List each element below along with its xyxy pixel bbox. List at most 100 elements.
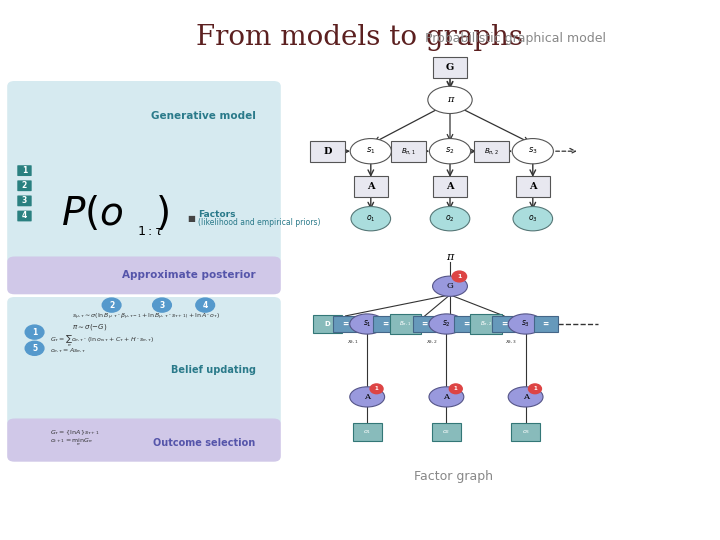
FancyBboxPatch shape — [333, 316, 358, 332]
Text: $s_{2}$: $s_{2}$ — [442, 319, 451, 329]
FancyBboxPatch shape — [470, 314, 502, 334]
Text: $o_3$: $o_3$ — [528, 213, 538, 224]
Ellipse shape — [350, 314, 384, 334]
Text: From models to graphs: From models to graphs — [197, 24, 523, 51]
Ellipse shape — [508, 387, 543, 407]
Text: G: G — [446, 282, 454, 290]
Text: =: = — [422, 320, 428, 328]
Text: =: = — [343, 320, 348, 328]
Text: $s_{3}$: $s_{3}$ — [521, 319, 530, 329]
Text: $P(o$: $P(o$ — [61, 194, 124, 233]
FancyBboxPatch shape — [7, 159, 281, 265]
FancyBboxPatch shape — [313, 315, 342, 333]
Text: 1: 1 — [374, 386, 379, 391]
Text: $o_1$: $o_1$ — [366, 213, 376, 224]
Text: 4: 4 — [22, 211, 27, 220]
FancyBboxPatch shape — [17, 165, 32, 176]
Text: =: = — [543, 320, 549, 328]
Ellipse shape — [512, 139, 554, 164]
Text: 2: 2 — [22, 181, 27, 190]
Text: G: G — [446, 63, 454, 72]
Text: $)$: $)$ — [155, 194, 168, 233]
Text: $o_2$: $o_2$ — [445, 213, 455, 224]
FancyBboxPatch shape — [454, 316, 479, 332]
Text: π: π — [446, 252, 454, 261]
Ellipse shape — [433, 276, 467, 296]
Text: A: A — [529, 182, 536, 191]
Text: A: A — [367, 182, 374, 191]
Text: 4: 4 — [202, 301, 208, 309]
FancyBboxPatch shape — [17, 211, 32, 221]
Text: $\pi \sim \sigma(-G)$: $\pi \sim \sigma(-G)$ — [72, 322, 107, 332]
Text: $x_{t,2}$: $x_{t,2}$ — [426, 339, 438, 347]
FancyBboxPatch shape — [310, 140, 345, 162]
Text: Outcome selection: Outcome selection — [153, 438, 256, 448]
Text: $G_\tau = \{\ln A\} s_{\tau+1}$: $G_\tau = \{\ln A\} s_{\tau+1}$ — [50, 429, 100, 437]
Text: 2: 2 — [109, 301, 114, 309]
Text: 1: 1 — [454, 386, 458, 391]
Text: $s_3$: $s_3$ — [528, 146, 538, 157]
Text: $s_2$: $s_2$ — [445, 146, 455, 157]
Text: $B_{\pi,2}$: $B_{\pi,2}$ — [485, 146, 499, 156]
Text: (likelihood and empirical priors): (likelihood and empirical priors) — [198, 218, 320, 227]
FancyBboxPatch shape — [516, 176, 550, 197]
Circle shape — [196, 298, 215, 312]
FancyBboxPatch shape — [353, 423, 382, 441]
FancyBboxPatch shape — [433, 57, 467, 78]
Text: D: D — [323, 147, 332, 156]
Circle shape — [449, 384, 462, 394]
Circle shape — [370, 384, 383, 394]
FancyBboxPatch shape — [474, 140, 509, 162]
Text: $x_{t,1}$: $x_{t,1}$ — [347, 339, 359, 347]
FancyBboxPatch shape — [7, 256, 281, 294]
FancyBboxPatch shape — [492, 316, 516, 332]
FancyBboxPatch shape — [7, 297, 281, 427]
Text: $_{1:\tau}$: $_{1:\tau}$ — [137, 220, 164, 239]
Text: =: = — [382, 320, 388, 328]
Text: $o_{\pi,\tau} = As_{\pi,\tau}$: $o_{\pi,\tau} = As_{\pi,\tau}$ — [50, 347, 86, 355]
Text: Factor graph: Factor graph — [414, 470, 493, 483]
Circle shape — [25, 341, 44, 355]
Text: A: A — [446, 182, 454, 191]
FancyBboxPatch shape — [413, 316, 437, 332]
FancyBboxPatch shape — [432, 423, 461, 441]
Text: $B_{\pi,2}$: $B_{\pi,2}$ — [480, 320, 492, 328]
Text: $s_{1}$: $s_{1}$ — [363, 319, 372, 329]
Text: $s_1$: $s_1$ — [366, 146, 376, 157]
Text: ■: ■ — [187, 214, 194, 223]
Ellipse shape — [350, 139, 392, 164]
FancyBboxPatch shape — [534, 316, 558, 332]
FancyBboxPatch shape — [17, 195, 32, 206]
Text: π: π — [447, 96, 453, 104]
Text: D: D — [325, 321, 330, 327]
FancyBboxPatch shape — [391, 140, 426, 162]
Text: 3: 3 — [22, 196, 27, 205]
Ellipse shape — [429, 139, 471, 164]
Text: A: A — [364, 393, 370, 401]
Text: $o_2$: $o_2$ — [442, 428, 451, 436]
Text: 1: 1 — [32, 328, 37, 336]
Text: Probabilistic graphical model: Probabilistic graphical model — [425, 32, 606, 45]
Text: A: A — [523, 393, 528, 401]
Circle shape — [25, 325, 44, 339]
Text: Approximate posterior: Approximate posterior — [122, 271, 256, 280]
FancyBboxPatch shape — [7, 418, 281, 462]
FancyBboxPatch shape — [17, 180, 32, 191]
Text: Belief updating: Belief updating — [171, 365, 256, 375]
Text: 1: 1 — [533, 386, 537, 391]
Circle shape — [153, 298, 171, 312]
Text: 1: 1 — [22, 166, 27, 174]
Circle shape — [528, 384, 541, 394]
Text: $B_{\pi,1}$: $B_{\pi,1}$ — [401, 146, 415, 156]
Ellipse shape — [350, 387, 384, 407]
Text: Factors: Factors — [198, 210, 235, 219]
Text: $x_{t,3}$: $x_{t,3}$ — [505, 339, 517, 347]
Text: $o_{t+1} = \min_\pi G_\pi$: $o_{t+1} = \min_\pi G_\pi$ — [50, 437, 93, 448]
Ellipse shape — [431, 206, 470, 231]
FancyBboxPatch shape — [373, 316, 397, 332]
Ellipse shape — [429, 387, 464, 407]
Text: 5: 5 — [32, 344, 37, 353]
Circle shape — [452, 271, 467, 282]
Ellipse shape — [508, 314, 543, 334]
Ellipse shape — [429, 314, 464, 334]
